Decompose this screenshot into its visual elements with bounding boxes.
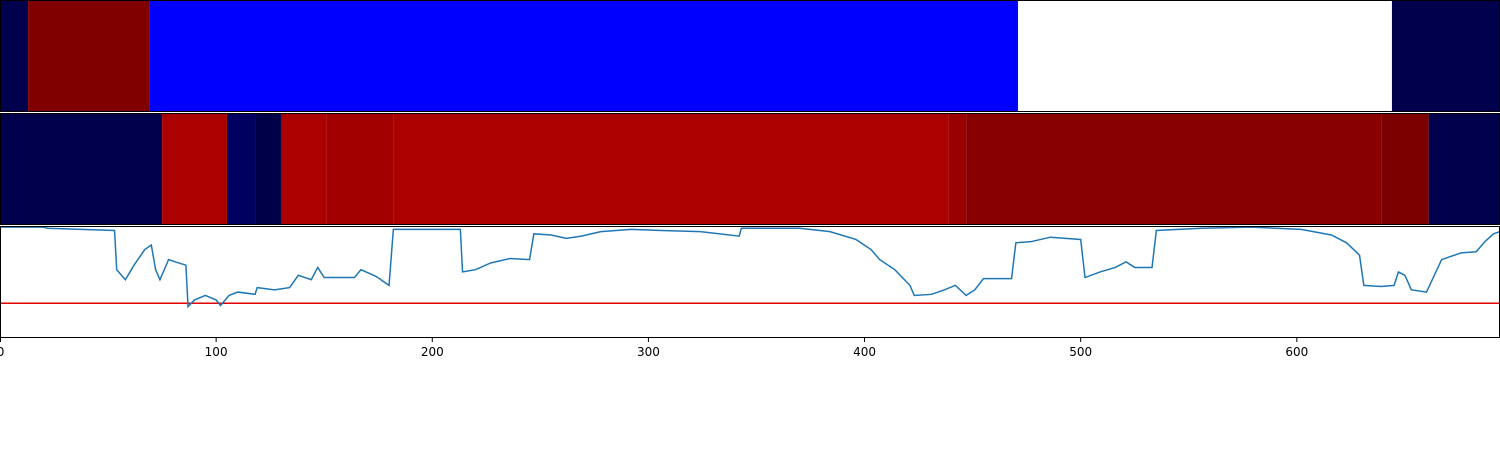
- x-tick-label: 500: [1069, 345, 1092, 359]
- x-tick-label: 200: [421, 345, 444, 359]
- segment: [226, 113, 256, 225]
- x-tick-label: 100: [205, 345, 228, 359]
- segment: [1381, 113, 1429, 225]
- panel-frame: [0, 226, 1500, 338]
- segment: [1391, 0, 1500, 112]
- segment: [0, 113, 163, 225]
- segment: [28, 0, 150, 112]
- x-tick-label: 300: [637, 345, 660, 359]
- segment: [149, 0, 1019, 112]
- x-tick-label: 400: [853, 345, 876, 359]
- x-tick-label: 0: [0, 345, 4, 359]
- segment: [948, 113, 967, 225]
- segment: [255, 113, 281, 225]
- segment: [280, 113, 327, 225]
- segment: [162, 113, 227, 225]
- segment: [1428, 113, 1500, 225]
- segment: [1018, 0, 1392, 112]
- x-tick-label: 600: [1285, 345, 1308, 359]
- segment: [966, 113, 1382, 225]
- segment: [393, 113, 949, 225]
- data-line: [0, 226, 1500, 309]
- segment: [326, 113, 394, 225]
- segment: [0, 0, 29, 112]
